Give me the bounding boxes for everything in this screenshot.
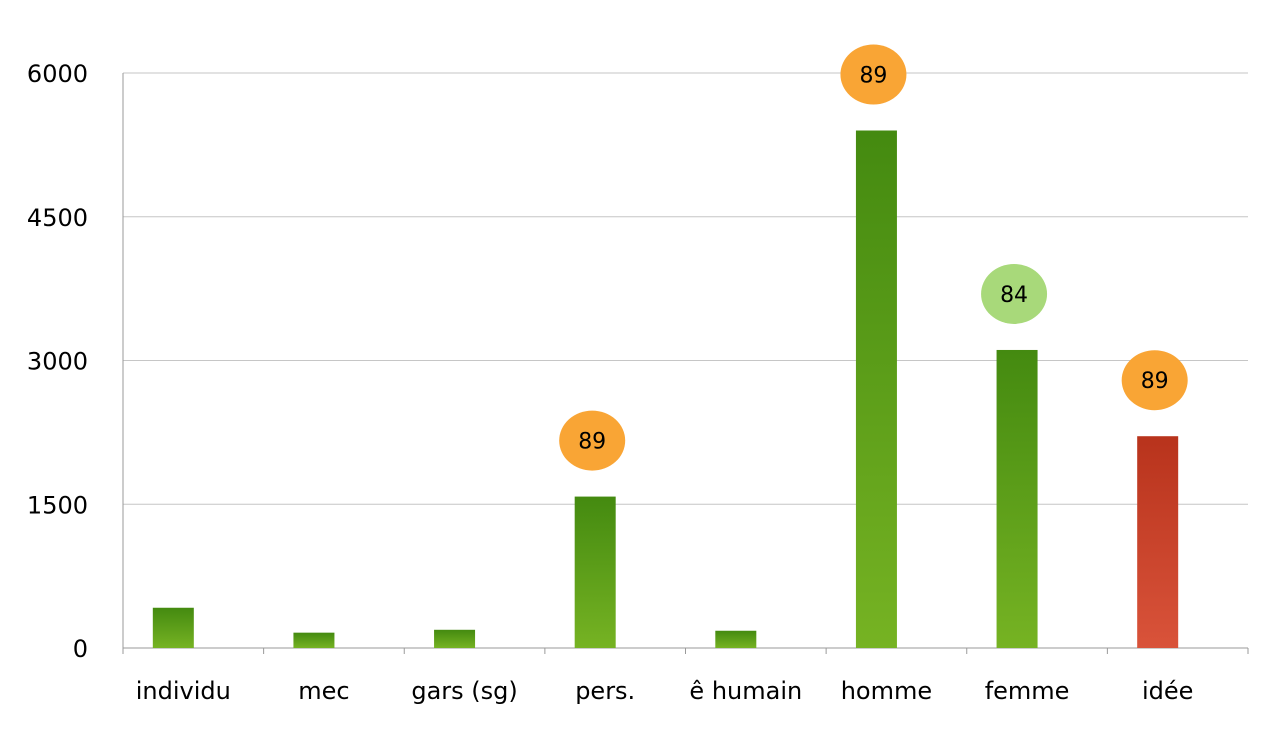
annotation-bubble: [559, 410, 626, 471]
axes: [122, 73, 1249, 654]
x-tick-label: gars (sg): [411, 677, 517, 705]
annotation-bubble: [840, 44, 907, 105]
annotation-bubble: [1121, 350, 1188, 411]
bar-4: [715, 630, 757, 648]
labels: 0 1500 3000 4500 6000 individu mec gars (sg) per…: [27, 60, 1193, 705]
annotation-label: 89: [859, 64, 887, 89]
y-tick-label: 3000: [27, 348, 88, 376]
bars: [152, 130, 1179, 648]
bar-5: [855, 130, 897, 648]
x-tick-label: femme: [985, 677, 1070, 705]
bar-2: [434, 629, 476, 648]
y-tick-label: 1500: [27, 491, 88, 519]
y-tick-label: 0: [73, 635, 88, 663]
annotation-bubble: [981, 263, 1048, 324]
x-tick-label: pers.: [575, 677, 635, 705]
bar-0: [152, 607, 194, 648]
bar-6: [996, 349, 1038, 648]
bar-3: [574, 496, 616, 648]
x-tick-label: mec: [298, 677, 349, 705]
x-tick-label: idée: [1142, 677, 1193, 705]
bar-7: [1137, 436, 1179, 648]
bar-1: [293, 632, 335, 648]
annotation-label: 89: [1141, 369, 1169, 394]
annotations: 89 89 84 89: [559, 44, 1188, 471]
annotation-label: 89: [578, 430, 606, 455]
annotation-label: 84: [1000, 283, 1028, 308]
x-tick-label: individu: [136, 677, 231, 705]
y-tick-label: 6000: [27, 60, 88, 88]
gridlines: [123, 72, 1248, 505]
x-tick-label: homme: [841, 677, 932, 705]
y-tick-label: 4500: [27, 204, 88, 232]
x-tick-label: ê humain: [689, 677, 802, 705]
